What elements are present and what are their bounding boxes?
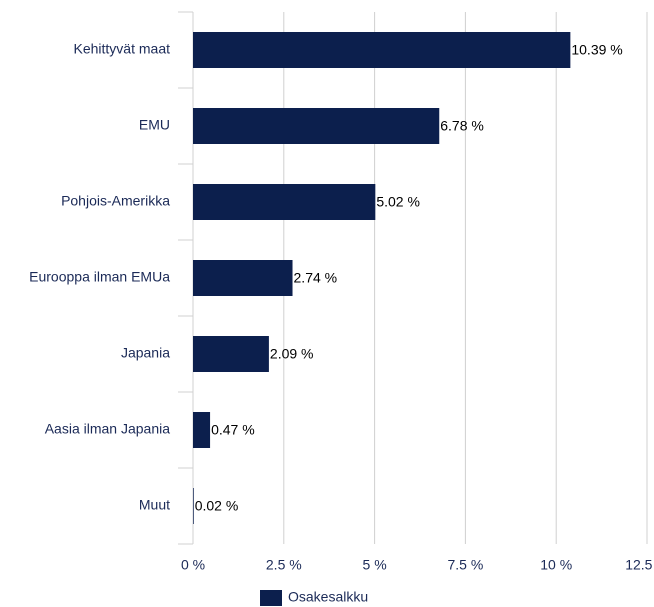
bar — [193, 184, 376, 220]
y-tick-label: Kehittyvät maat — [74, 41, 171, 57]
value-label: 0.47 % — [211, 422, 255, 438]
x-tick-label: 2.5 % — [266, 557, 302, 573]
bar — [193, 32, 571, 68]
value-label: 2.09 % — [270, 346, 314, 362]
legend-label: Osakesalkku — [288, 589, 368, 605]
bar — [193, 488, 194, 524]
bar — [193, 260, 293, 296]
bar — [193, 412, 211, 448]
y-tick-label: Pohjois-Amerikka — [61, 193, 170, 209]
y-tick-label: Muut — [139, 497, 170, 513]
value-label: 0.02 % — [195, 498, 239, 514]
x-tick-label: 10 % — [540, 557, 572, 573]
value-label: 2.74 % — [294, 270, 338, 286]
legend-swatch — [260, 590, 282, 606]
bar — [193, 108, 440, 144]
x-tick-label: 12.5 % — [625, 557, 654, 573]
x-tick-label: 5 % — [363, 557, 387, 573]
value-label: 6.78 % — [440, 118, 484, 134]
y-tick-label: Eurooppa ilman EMUa — [29, 269, 170, 285]
bar — [193, 336, 269, 372]
x-tick-label: 0 % — [181, 557, 205, 573]
value-label: 5.02 % — [376, 194, 420, 210]
y-tick-label: EMU — [139, 117, 170, 133]
y-tick-label: Aasia ilman Japania — [45, 421, 171, 437]
y-tick-label: Japania — [121, 345, 170, 361]
x-tick-label: 7.5 % — [447, 557, 483, 573]
value-label: 10.39 % — [571, 42, 622, 58]
